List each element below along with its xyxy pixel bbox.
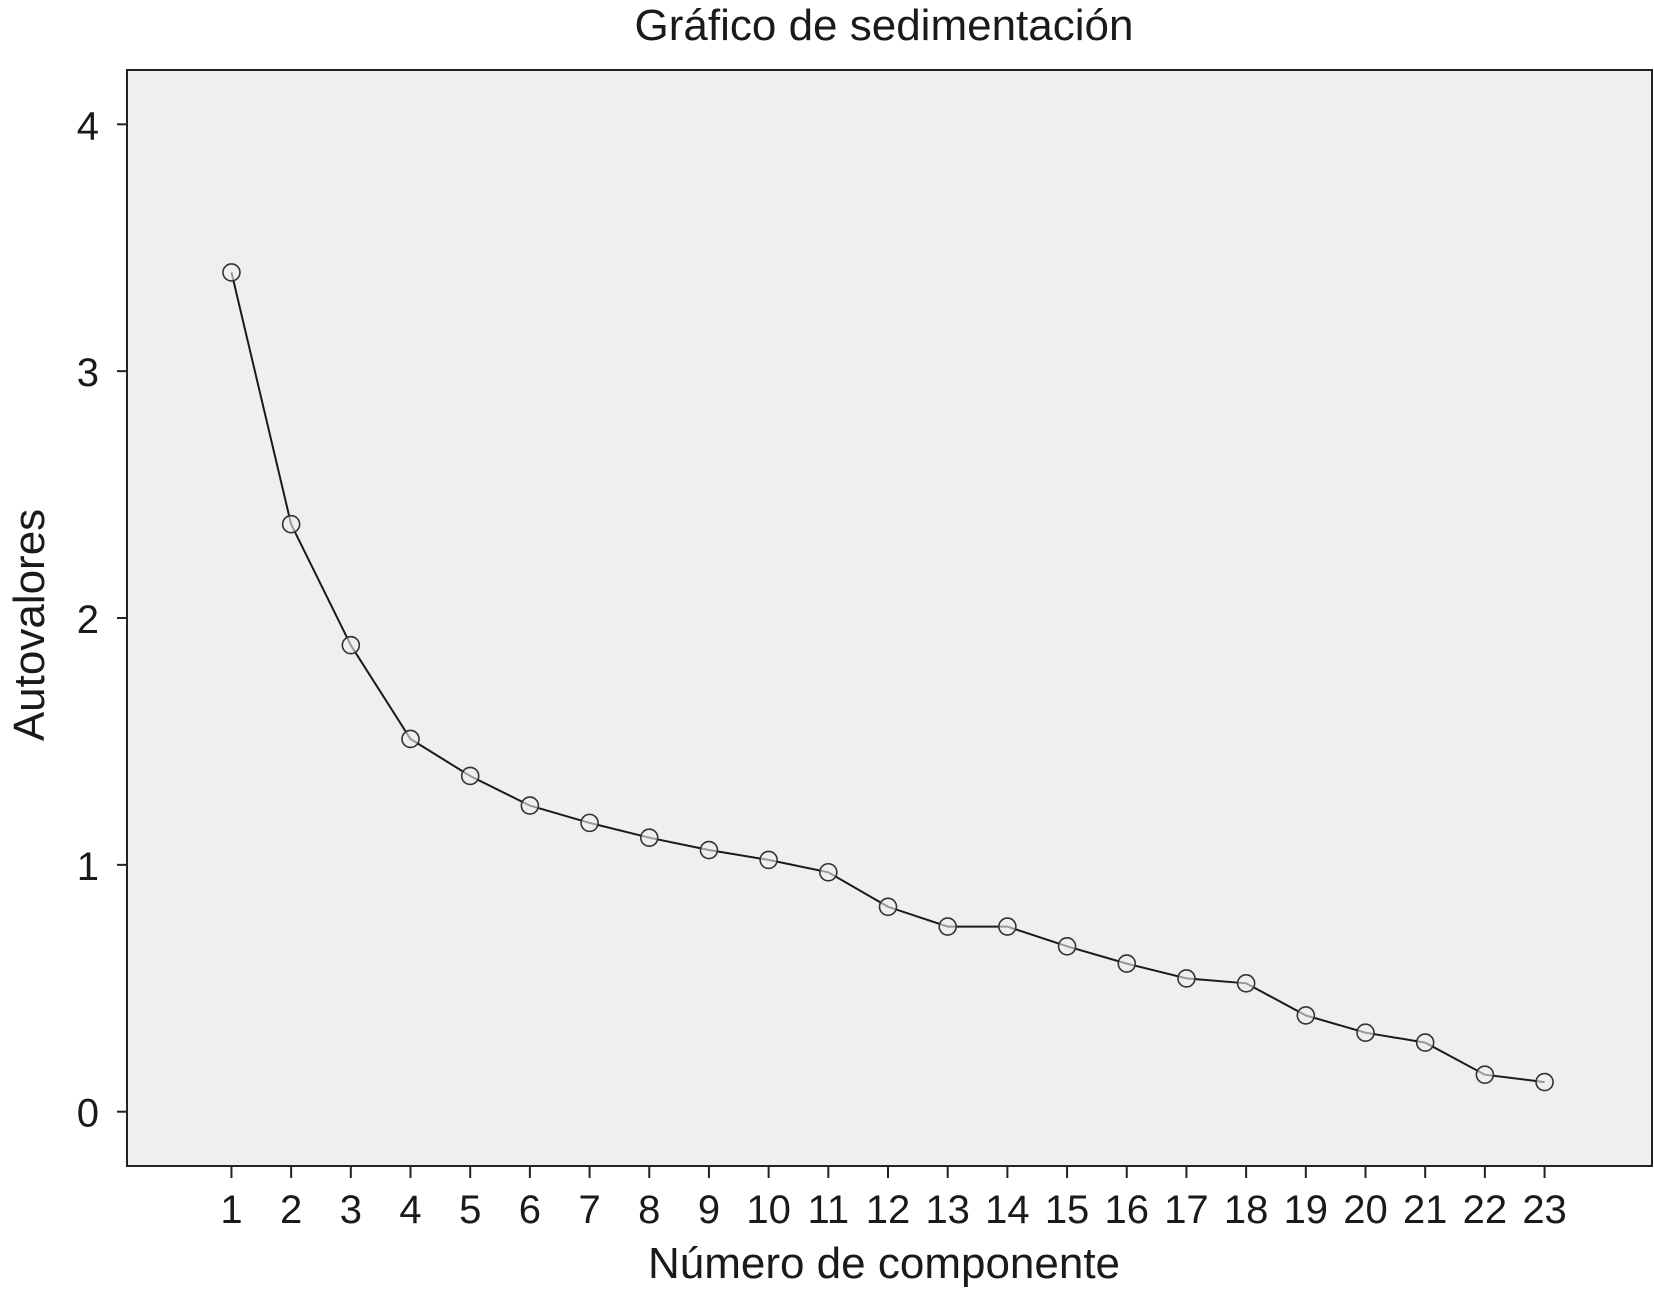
y-tick-label: 1 [77,845,99,889]
data-point [1236,974,1256,993]
x-tick-label: 18 [1224,1188,1269,1232]
y-tick-label: 3 [77,351,99,395]
x-tick-label: 19 [1284,1188,1329,1232]
x-tick-label: 8 [638,1188,660,1232]
y-tick-label: 0 [77,1092,99,1136]
x-tick-label: 13 [925,1188,970,1232]
data-point [460,766,480,786]
data-point [1117,954,1137,973]
data-point [819,862,838,882]
data-point [1415,1033,1435,1052]
x-tick-label: 7 [578,1188,600,1232]
plot-area [126,69,1653,1167]
y-axis: 0 1 2 3 4 [77,104,127,1136]
y-tick-label: 2 [77,598,99,642]
data-point [998,917,1017,936]
data-point [520,796,540,815]
data-point [639,828,659,847]
data-point [222,263,241,282]
x-tick-label: 12 [866,1188,911,1232]
data-point [281,514,301,534]
x-tick-label: 14 [985,1188,1030,1232]
y-axis-label: Autovalores [5,509,54,741]
x-tick-label: 16 [1105,1188,1150,1232]
x-axis-label: Número de componente [648,1239,1120,1288]
x-tick-label: 21 [1403,1188,1448,1232]
x-tick-label: 1 [220,1188,242,1232]
x-tick-label: 17 [1164,1188,1209,1232]
x-axis: 1 2 3 4 5 6 7 8 9 10 11 12 13 14 15 16 17 18 19 20 21 22 23 [220,1166,1567,1232]
data-point [341,635,361,655]
x-tick-label: 15 [1045,1188,1090,1232]
chart-title: Gráfico de sedimentación [635,1,1134,50]
data-point [1177,969,1196,988]
x-tick-label: 5 [459,1188,481,1232]
x-tick-label: 20 [1343,1188,1388,1232]
x-tick-label: 10 [746,1188,791,1232]
x-tick-label: 9 [698,1188,720,1232]
x-tick-label: 11 [808,1188,850,1232]
data-point [580,813,599,833]
data-point [1475,1065,1495,1084]
series-layer [222,263,1554,1092]
y-tick-label: 4 [77,104,99,148]
data-point [699,840,719,860]
data-point [759,850,778,870]
x-tick-label: 3 [340,1188,362,1232]
data-point [401,729,420,749]
data-point [938,917,957,936]
x-tick-label: 22 [1463,1188,1508,1232]
data-point [1296,1006,1316,1025]
data-point [878,897,898,917]
data-point [1356,1023,1375,1043]
data-point [1535,1072,1554,1092]
x-tick-label: 2 [280,1188,302,1232]
x-tick-label: 4 [399,1188,421,1232]
x-tick-label: 6 [519,1188,541,1232]
data-point [1057,937,1077,956]
x-tick-label: 23 [1522,1188,1567,1232]
